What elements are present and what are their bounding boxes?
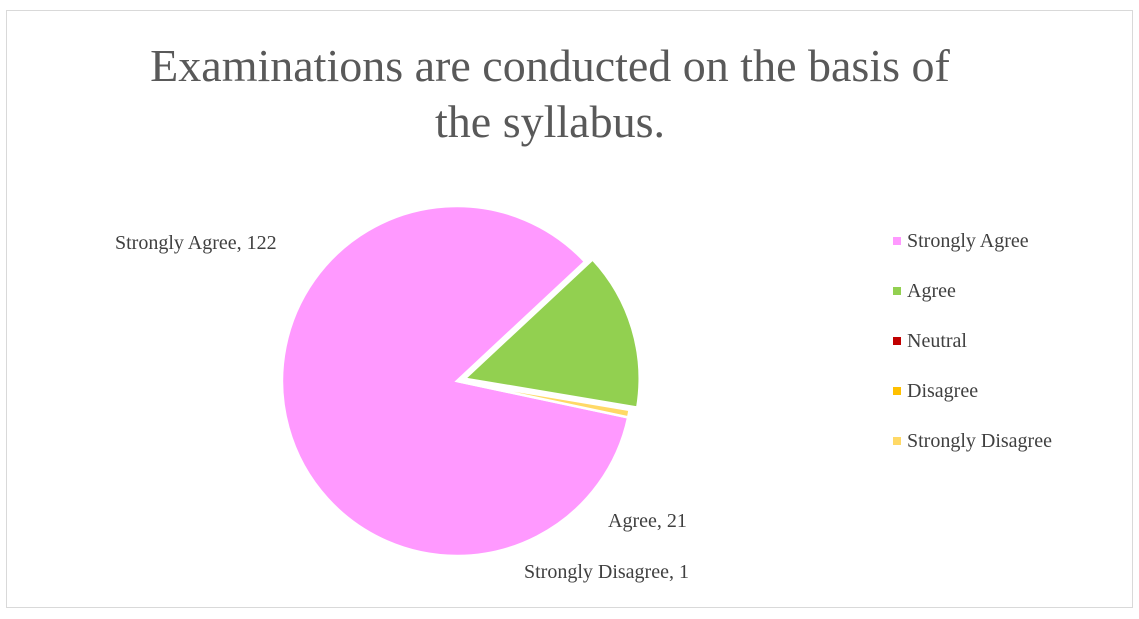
legend-label: Strongly Disagree [907, 430, 1052, 452]
chart-title-line-2: the syllabus. [435, 96, 665, 147]
pie-slice-agree [461, 257, 641, 410]
pie-slice-strongly-agree [280, 204, 630, 558]
data-label-agree: Agree, 21 [608, 510, 687, 532]
data-label-strongly-disagree: Strongly Disagree, 1 [524, 561, 689, 583]
legend-swatch [893, 387, 901, 395]
legend-label: Strongly Agree [907, 230, 1029, 252]
legend-item-strongly-agree: Strongly Agree [893, 228, 1133, 278]
legend-item-neutral: Neutral [893, 328, 1133, 378]
legend-swatch [893, 437, 901, 445]
legend-item-agree: Agree [893, 278, 1133, 328]
chart-title: Examinations are conducted on the basis … [130, 38, 970, 150]
chart-legend: Strongly Agree Agree Neutral Disagree Strong… [893, 228, 1133, 478]
pie-data-labels: Strongly Agree, 122 Agree, 21 Strongly Dis… [115, 232, 689, 583]
legend-label: Agree [907, 280, 956, 302]
pie-slice-strongly-disagree [456, 379, 632, 419]
legend-item-disagree: Disagree [893, 378, 1133, 428]
legend-swatch [893, 237, 901, 245]
pie-slices [280, 204, 641, 558]
legend-swatch [893, 287, 901, 295]
chart-title-line-1: Examinations are conducted on the basis … [150, 40, 950, 91]
legend-label: Disagree [907, 380, 979, 402]
legend-item-strongly-disagree: Strongly Disagree [893, 428, 1133, 478]
legend-label: Neutral [907, 330, 967, 352]
data-label-strongly-agree: Strongly Agree, 122 [115, 232, 277, 254]
legend-swatch [893, 337, 901, 345]
